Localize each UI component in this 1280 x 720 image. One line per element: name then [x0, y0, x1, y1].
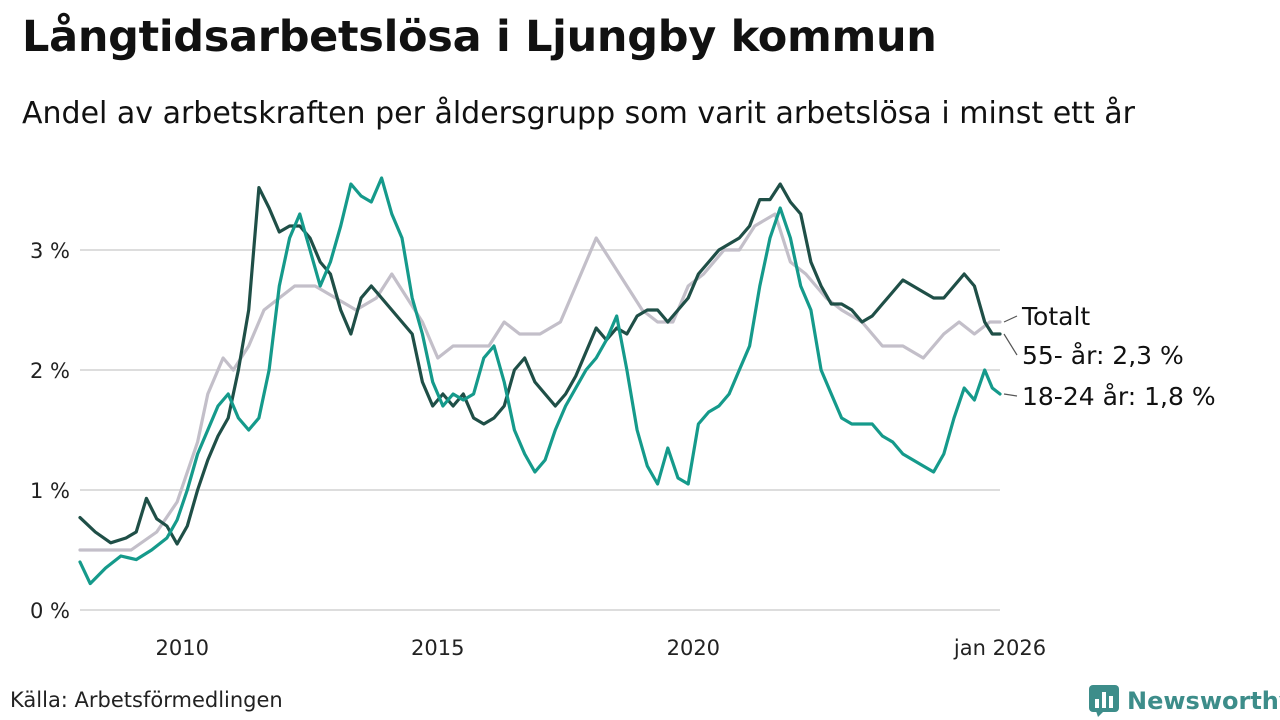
chart-title: Långtidsarbetslösa i Ljungby kommun [22, 12, 937, 62]
series-line-totalt [78, 212, 1002, 552]
source-note: Källa: Arbetsförmedlingen [10, 688, 283, 712]
x-tick-label: 2010 [155, 636, 208, 660]
series-line-age18 [78, 176, 1002, 586]
label-connector [1003, 315, 1018, 323]
y-tick-label: 2 % [30, 359, 70, 383]
x-tick-label: 2020 [667, 636, 720, 660]
y-axis-ticks: 0 % 1 % 2 % 3 % [30, 239, 70, 623]
brand-name: Newsworthy [1127, 687, 1280, 715]
chart-subtitle: Andel av arbetskraften per åldersgrupp s… [22, 96, 1135, 131]
y-tick-label: 1 % [30, 479, 70, 503]
series-lines [78, 176, 1002, 586]
series-end-label: 18-24 år: 1,8 % [1022, 382, 1216, 411]
label-connector [1003, 393, 1018, 397]
series-end-label: Totalt [1021, 302, 1090, 331]
y-tick-label: 3 % [30, 239, 70, 263]
y-tick-label: 0 % [30, 599, 70, 623]
x-tick-label: 2015 [411, 636, 464, 660]
series-end-label: 55- år: 2,3 % [1022, 341, 1184, 370]
newsworthy-logo-icon [1089, 685, 1119, 717]
grid-lines [80, 249, 1000, 611]
label-connector [1003, 333, 1018, 356]
x-tick-label: jan 2026 [953, 636, 1046, 660]
brand-logo: Newsworthy [1088, 684, 1280, 718]
x-axis-ticks: 2010 2015 2020 jan 2026 [155, 636, 1046, 660]
series-line-age55 [78, 182, 1002, 546]
end-labels: Totalt 55- år: 2,3 % 18-24 år: 1,8 % [1003, 302, 1216, 411]
